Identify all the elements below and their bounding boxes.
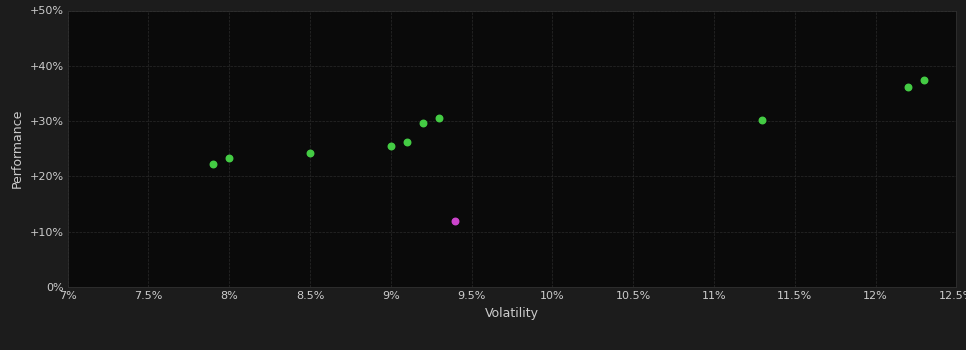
Point xyxy=(754,117,770,123)
Point xyxy=(432,116,447,121)
Point xyxy=(900,84,916,90)
Point xyxy=(917,77,932,83)
Point xyxy=(384,143,399,149)
Point xyxy=(415,120,431,126)
Point xyxy=(302,150,318,155)
Point xyxy=(221,155,237,160)
X-axis label: Volatility: Volatility xyxy=(485,307,539,320)
Point xyxy=(447,218,463,223)
Point xyxy=(399,139,414,144)
Point xyxy=(206,161,221,167)
Y-axis label: Performance: Performance xyxy=(11,109,24,188)
